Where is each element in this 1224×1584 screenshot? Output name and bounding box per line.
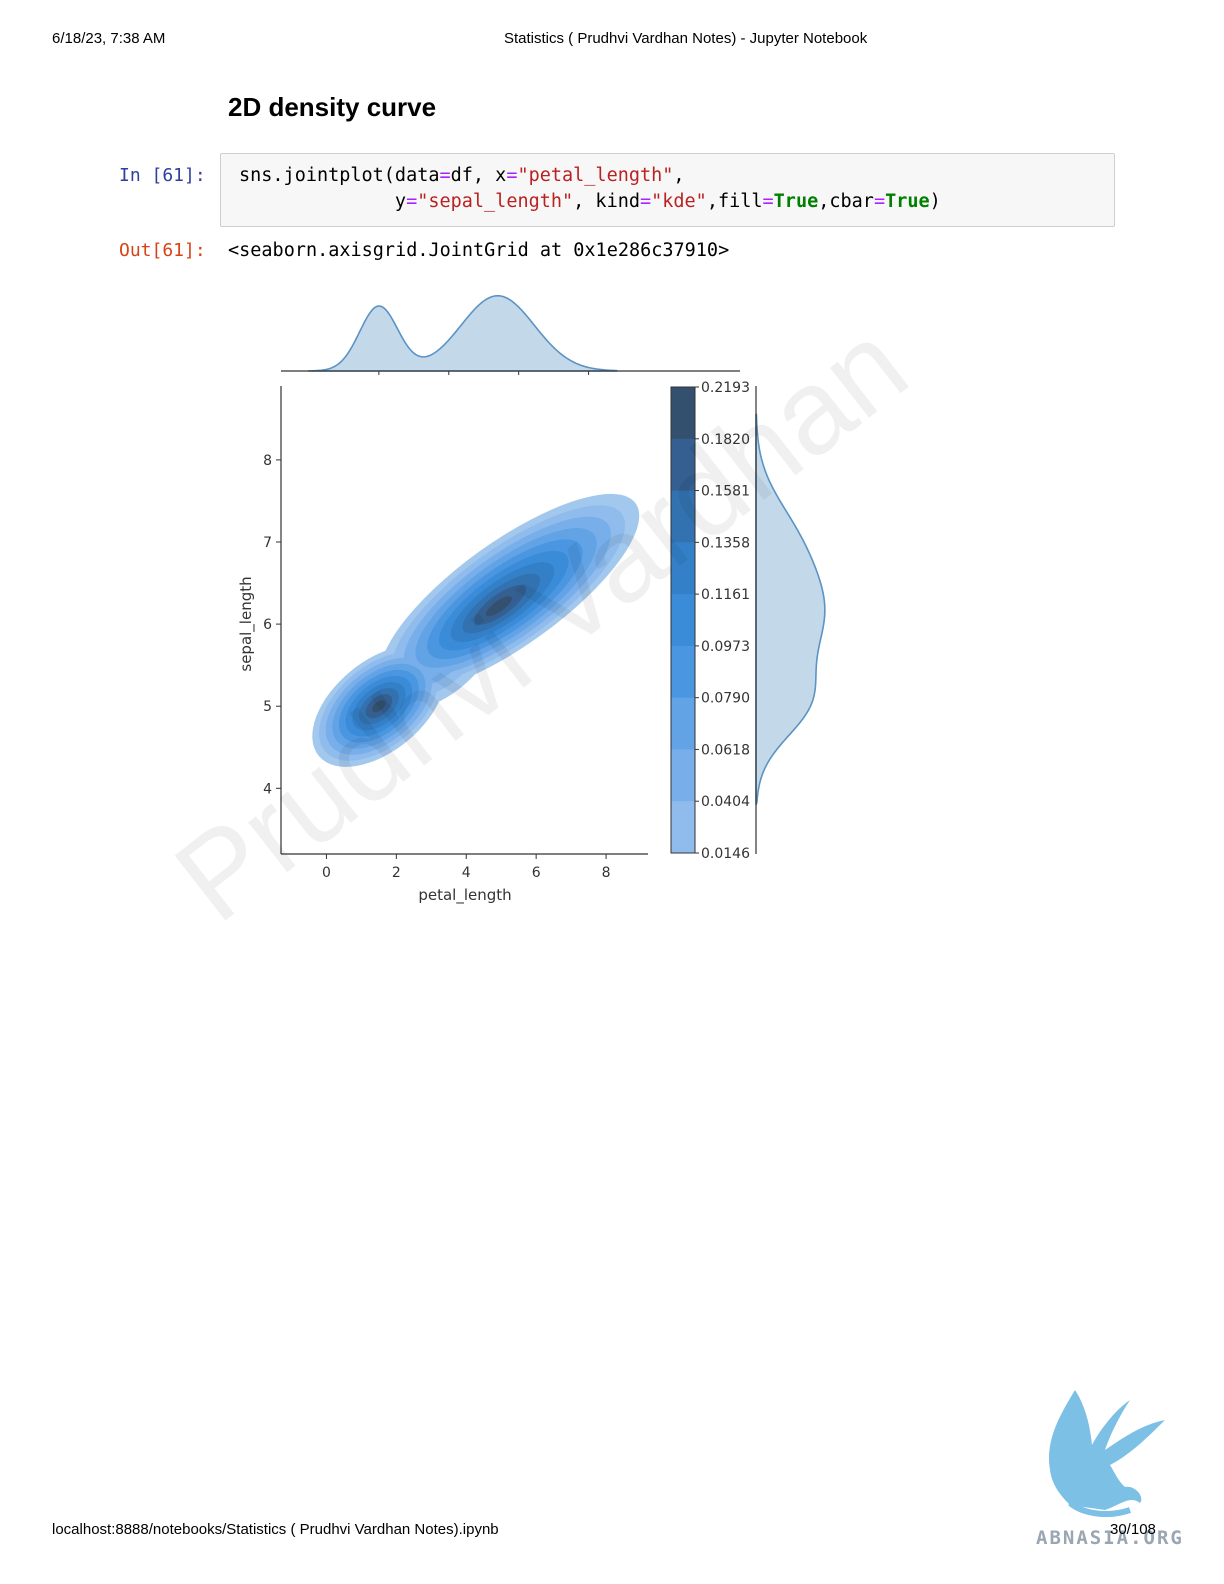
colorbar-tick-label: 0.0973 <box>701 639 750 655</box>
input-prompt: In [61]: <box>119 165 206 186</box>
colorbar-segment <box>671 594 695 647</box>
right-marginal-kde <box>755 386 826 854</box>
logo-text: ABNASIA.ORG <box>1036 1527 1184 1549</box>
y-tick-label: 6 <box>263 617 272 633</box>
top-marginal-curve <box>308 294 618 372</box>
output-prompt: Out[61]: <box>119 240 206 261</box>
colorbar-segment <box>671 438 695 492</box>
colorbar-tick-label: 0.1358 <box>701 535 750 551</box>
code-text[interactable]: sns.jointplot(data=df, x="petal_length",… <box>239 165 941 212</box>
header-title: Statistics ( Prudhvi Vardhan Notes) - Ju… <box>504 30 868 47</box>
colorbar-segment <box>671 749 695 802</box>
y-tick-label: 8 <box>263 453 272 469</box>
joint-kde-chart: 0 2 4 6 8 4 5 6 7 8 0.2193 0.1820 0.1581 0.1358 0.116… <box>237 294 826 905</box>
colorbar-segment <box>671 542 695 595</box>
colorbar-segment <box>671 697 695 750</box>
x-tick-label: 8 <box>602 865 611 881</box>
colorbar-tick-label: 0.1581 <box>701 484 750 500</box>
colorbar-tick-label: 0.0146 <box>701 846 750 862</box>
colorbar-tick-label: 0.0790 <box>701 691 750 707</box>
y-tick-label: 5 <box>263 699 272 715</box>
logo-bird-icon <box>1049 1390 1165 1517</box>
colorbar-frame <box>670 386 696 854</box>
kde-level-cluster1 <box>372 700 386 713</box>
colorbar-segment <box>671 490 695 543</box>
colorbar-tick-label: 0.0618 <box>701 742 750 758</box>
header-datetime: 6/18/23, 7:38 AM <box>52 30 166 47</box>
colorbar: 0.2193 0.1820 0.1581 0.1358 0.1161 0.0973 0.07… <box>670 380 750 862</box>
colorbar-segment <box>671 645 695 699</box>
colorbar-tick-label: 0.1820 <box>701 432 750 448</box>
section-title: 2D density curve <box>228 92 437 122</box>
colorbar-tick-label: 0.1161 <box>701 587 750 603</box>
colorbar-tick-label: 0.0404 <box>701 794 750 810</box>
y-tick-label: 7 <box>263 535 272 551</box>
x-tick-label: 6 <box>532 865 541 881</box>
kde-level-cluster2 <box>485 596 512 617</box>
y-tick-label: 4 <box>263 781 272 797</box>
x-tick-label: 0 <box>322 865 331 881</box>
main-kde-plot: 0 2 4 6 8 4 5 6 7 8 <box>263 386 648 881</box>
page-number: 30/108 <box>1110 1521 1156 1538</box>
footer-url: localhost:8888/notebooks/Statistics ( Pr… <box>52 1521 499 1538</box>
output-text: <seaborn.axisgrid.JointGrid at 0x1e286c3… <box>228 240 730 261</box>
top-marginal-kde <box>281 294 740 375</box>
colorbar-segment <box>671 801 695 854</box>
x-tick-label: 2 <box>392 865 401 881</box>
colorbar-segment <box>671 387 695 440</box>
colorbar-tick-label: 0.2193 <box>701 380 750 396</box>
x-axis-label: petal_length <box>418 886 511 905</box>
x-tick-label: 4 <box>462 865 471 881</box>
kde-contours <box>312 493 640 767</box>
y-axis-label: sepal_length <box>237 576 256 671</box>
code-cell[interactable]: sns.jointplot(data=df, x="petal_length",… <box>220 153 1115 227</box>
right-marginal-curve <box>755 413 826 806</box>
